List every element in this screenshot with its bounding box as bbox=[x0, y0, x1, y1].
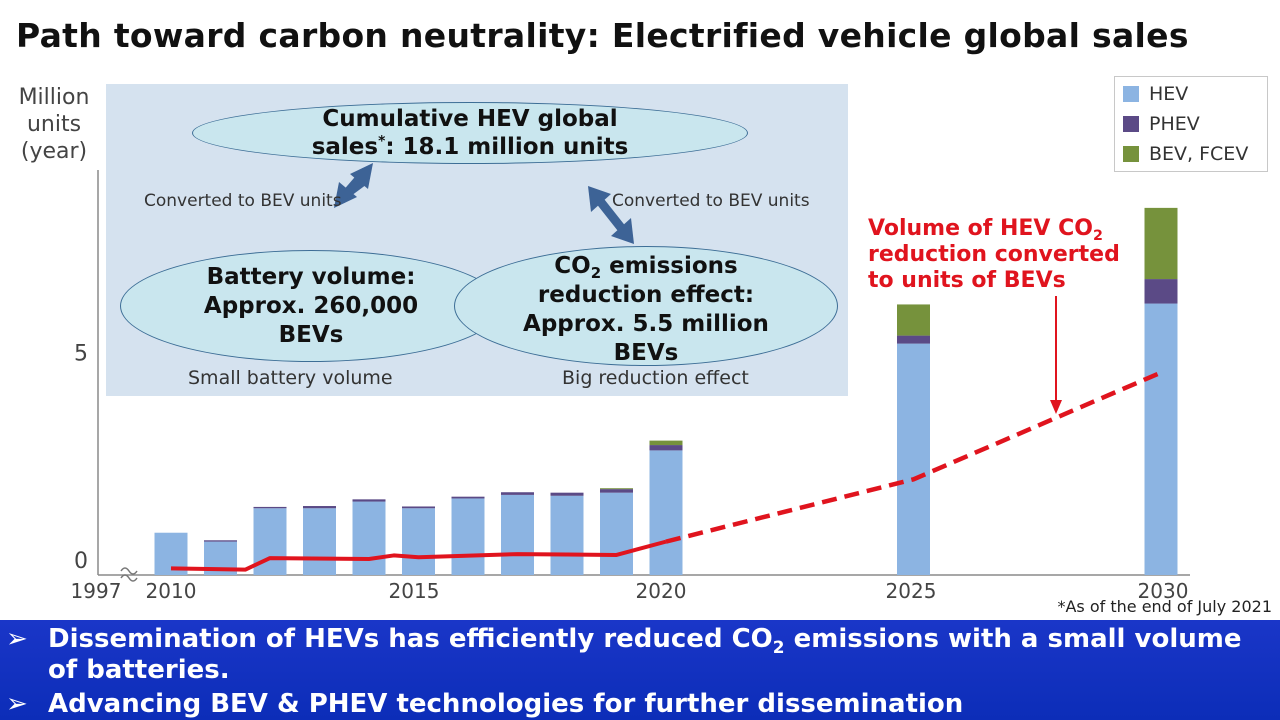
bar-segment-hev-2017 bbox=[501, 494, 534, 575]
legend-label: HEV bbox=[1149, 83, 1189, 105]
conversion-arrows bbox=[334, 163, 634, 244]
bar-segment-bev-fcev-2019 bbox=[600, 488, 633, 490]
chart-area: 0 5 1997 2010 2015 2020 2025 2030 bbox=[71, 170, 1190, 603]
ellipse-line: BEVs bbox=[278, 321, 344, 348]
footnote: *As of the end of July 2021 bbox=[1057, 597, 1272, 616]
legend-label: PHEV bbox=[1149, 113, 1200, 135]
bar-segment-phev-2015 bbox=[402, 506, 435, 509]
right-double-arrow-icon bbox=[588, 186, 634, 244]
bar-segment-phev-2011 bbox=[204, 540, 237, 542]
ellipse-line: Cumulative HEV global bbox=[322, 106, 618, 132]
hev-co2-line-actual bbox=[170, 539, 667, 572]
battery-volume-ellipse: Battery volume: Approx. 260,000 BEVs bbox=[120, 250, 502, 362]
x-tick-label: 2015 bbox=[389, 579, 440, 603]
bar-segment-phev-2025 bbox=[897, 335, 930, 344]
bar-segment-hev-2018 bbox=[550, 495, 584, 575]
bar-segment-hev-2030 bbox=[1144, 303, 1178, 575]
legend-swatch-phev bbox=[1123, 116, 1139, 132]
info-panel: Cumulative HEV global sales*: 18.1 milli… bbox=[106, 84, 848, 396]
bar-segment-phev-2019 bbox=[600, 489, 633, 493]
y-tick-label: 0 bbox=[74, 549, 88, 574]
ellipse-line: Approx. 260,000 bbox=[203, 292, 419, 319]
co2-reduction-ellipse: CO2 emissions reduction effect: Approx. … bbox=[454, 246, 838, 366]
legend-item-bev-fcev: BEV, FCEV bbox=[1123, 142, 1248, 166]
bar-segment-phev-2012 bbox=[253, 506, 287, 509]
bar-segment-phev-2016 bbox=[451, 496, 485, 499]
big-reduction-note: Big reduction effect bbox=[562, 367, 749, 389]
x-tick-label: 2010 bbox=[146, 579, 197, 603]
right-conversion-label: Converted to BEV units bbox=[612, 191, 810, 211]
legend-swatch-bev-fcev bbox=[1123, 146, 1139, 162]
y-axis-label: Million units (year) bbox=[14, 84, 94, 165]
bar-segment-phev-2014 bbox=[352, 499, 386, 502]
legend-swatch-hev bbox=[1123, 86, 1139, 102]
axis-break-icon bbox=[120, 567, 138, 582]
legend-item-hev: HEV bbox=[1123, 82, 1188, 106]
bar-segment-hev-2014 bbox=[352, 501, 386, 575]
bullet-1-line-2: of batteries. bbox=[48, 655, 230, 685]
bar-segment-bev-fcev-2020 bbox=[649, 440, 683, 446]
annotation-line: reduction converted bbox=[868, 242, 1120, 267]
bullet-2: Advancing BEV & PHEV technologies for fu… bbox=[48, 689, 964, 719]
bar-segment-phev-2017 bbox=[501, 492, 534, 495]
legend-item-phev: PHEV bbox=[1123, 112, 1200, 136]
annotation-line: to units of BEVs bbox=[868, 268, 1066, 293]
y-tick-label: 5 bbox=[74, 342, 88, 367]
bar-segment-hev-2013 bbox=[303, 508, 336, 575]
bar-segment-hev-2016 bbox=[451, 498, 485, 575]
bar-segment-phev-2018 bbox=[550, 492, 584, 496]
bar-segment-bev-fcev-2030 bbox=[1144, 207, 1178, 280]
small-battery-note: Small battery volume bbox=[188, 367, 393, 389]
cumulative-hev-ellipse: Cumulative HEV global sales*: 18.1 milli… bbox=[192, 102, 748, 164]
bullet-arrow-icon: ➢ bbox=[6, 624, 28, 654]
legend: HEV PHEV BEV, FCEV bbox=[1114, 76, 1268, 172]
bar-segment-bev-fcev-2025 bbox=[897, 304, 930, 336]
legend-label: BEV, FCEV bbox=[1149, 143, 1249, 165]
ellipse-line: sales*: 18.1 million units bbox=[311, 133, 629, 160]
ellipse-line: Battery volume: bbox=[206, 263, 416, 290]
bar-segment-phev-2030 bbox=[1144, 279, 1178, 304]
x-tick-label: 2030 bbox=[1138, 579, 1189, 603]
bar-segment-hev-2020 bbox=[649, 450, 683, 575]
y-axis-label-line: units bbox=[26, 112, 82, 137]
bar-segment-hev-2025 bbox=[897, 343, 930, 575]
bar-segment-phev-2020 bbox=[649, 445, 683, 451]
bullet-arrow-icon: ➢ bbox=[6, 689, 28, 719]
bar-segment-phev-2013 bbox=[303, 506, 336, 509]
x-tick-label: 2025 bbox=[886, 579, 937, 603]
ellipse-line: CO2 emissions bbox=[554, 253, 738, 283]
annotation-line: Volume of HEV CO2 bbox=[868, 216, 1103, 244]
annotation-arrow-icon bbox=[1050, 400, 1062, 414]
co2-annotation: Volume of HEV CO2 reduction converted to… bbox=[868, 216, 1120, 294]
y-axis-label-line: Million bbox=[18, 85, 90, 110]
summary-banner: ➢ Dissemination of HEVs has efficiently … bbox=[0, 620, 1280, 720]
left-conversion-label: Converted to BEV units bbox=[144, 191, 342, 211]
page-title: Path toward carbon neutrality: Electrifi… bbox=[16, 16, 1189, 55]
y-axis-label-line: (year) bbox=[20, 139, 88, 164]
ellipse-line: BEVs bbox=[613, 340, 679, 366]
ellipse-line: Approx. 5.5 million bbox=[523, 311, 769, 337]
ellipse-line: reduction effect: bbox=[537, 282, 755, 308]
x-tick-label: 2020 bbox=[636, 579, 687, 603]
left-double-arrow-icon bbox=[334, 163, 373, 208]
bullet-1-line-1: Dissemination of HEVs has efficiently re… bbox=[48, 624, 1242, 657]
hev-co2-line-forecast bbox=[665, 370, 1162, 544]
bar-segment-hev-2019 bbox=[600, 492, 633, 575]
bar-segment-hev-2015 bbox=[402, 508, 435, 575]
x-tick-label: 1997 bbox=[71, 579, 122, 603]
